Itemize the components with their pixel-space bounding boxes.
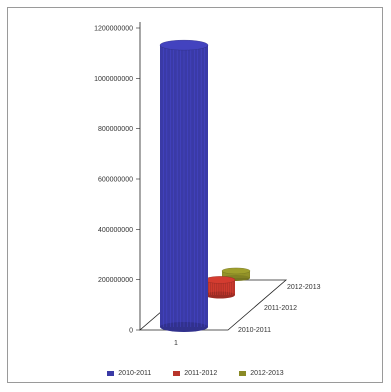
legend-swatch: [173, 371, 181, 376]
legend-label: 2010-2011: [118, 370, 152, 377]
y-tick-label: 200000000: [98, 277, 133, 284]
legend-label: 2011-2012: [184, 370, 218, 377]
bar-2011-2012: [204, 276, 236, 299]
legend-label: 2012-2013: [250, 370, 284, 377]
labels: 0 200000000 400000000 600000000 800000000 100…: [94, 26, 321, 348]
y-axis: [136, 22, 141, 331]
legend-swatch: [239, 371, 247, 376]
category-label: 1: [174, 340, 178, 347]
bar-top: [204, 276, 236, 284]
y-tick-label: 400000000: [98, 227, 133, 234]
y-tick-label: 0: [129, 328, 133, 335]
bar-top: [159, 39, 209, 51]
y-tick-label: 1000000000: [94, 76, 133, 83]
legend-swatch: [107, 371, 115, 376]
y-tick-label: 1200000000: [94, 26, 133, 33]
y-tick-label: 800000000: [98, 126, 133, 133]
bar-top: [221, 267, 251, 275]
bars: [159, 39, 251, 332]
bar-2012-2013: [221, 267, 251, 281]
y-tick-label: 600000000: [98, 177, 133, 184]
legend-item: 2012-2013: [239, 370, 284, 377]
legend-item: 2011-2012: [173, 370, 217, 377]
legend-item: 2010-2011: [107, 370, 151, 377]
depth-label: 2012-2013: [287, 284, 321, 291]
depth-label: 2010-2011: [238, 327, 271, 334]
depth-label: 2011-2012: [264, 305, 297, 312]
bar-2010-2011: [159, 39, 209, 332]
legend: 2010-2011 2011-2012 2012-2013: [0, 370, 391, 377]
